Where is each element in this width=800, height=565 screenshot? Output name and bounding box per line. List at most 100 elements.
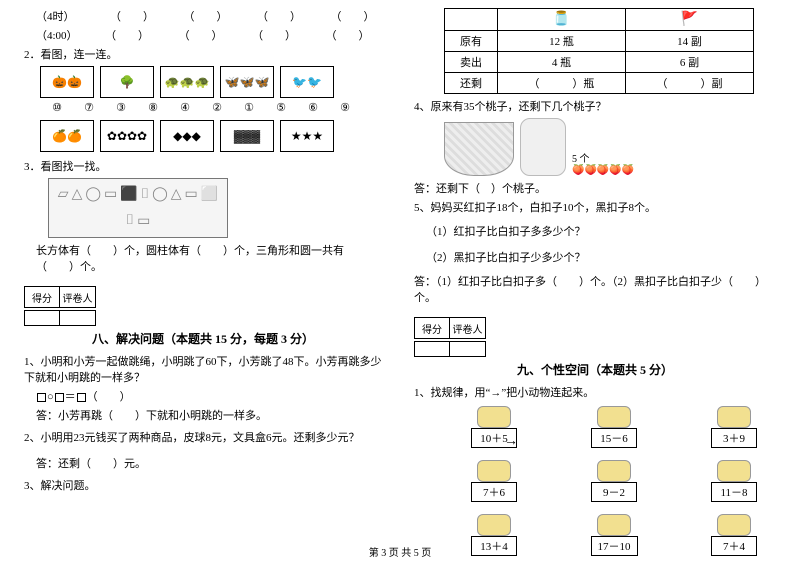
q2-top-row: 🎃🎃 🌳 🐢🐢🐢 🦋🦋🦋 🐦🐦 — [40, 66, 382, 98]
score-header: 得分 — [24, 286, 60, 308]
q4-picture: 5 个 🍑🍑🍑🍑🍑 — [444, 118, 776, 176]
q2-top-box: 🐦🐦 — [280, 66, 334, 98]
cell: （ ）副 — [625, 73, 753, 94]
expr-box: 3＋9 — [711, 428, 757, 448]
row-label: 卖出 — [445, 52, 498, 73]
table-row: 原有 12 瓶 14 副 — [445, 31, 754, 52]
score-header: 评卷人 — [60, 286, 96, 308]
table-row: 🫙 🚩 — [445, 9, 754, 31]
time-blank: （ ） — [331, 11, 375, 23]
animal-icon — [717, 460, 751, 482]
animal-icon — [717, 406, 751, 428]
q2-bottom-box: ★★★ — [280, 120, 334, 152]
q3-shapes-box: ▱ △ ◯ ▭ ⬛ ⌷ ◯ △ ▭ ⬜ ⌷ ▭ — [48, 178, 228, 238]
time-blank: （ ） — [326, 30, 370, 42]
row-label: 还剩 — [445, 73, 498, 94]
q5-ans: 答：（1）红扣子比白扣子多（ ）个。（2）黑扣子比白扣子少（ ）个。 — [414, 273, 776, 305]
animal-icon — [477, 460, 511, 482]
score-empty — [24, 310, 60, 326]
time-blank: （ ） — [184, 11, 228, 23]
expr-box: 11－8 — [711, 482, 757, 502]
q2-num: ④ — [174, 101, 196, 114]
page-footer: 第 3 页 共 5 页 — [0, 544, 800, 559]
inventory-table: 🫙 🚩 原有 12 瓶 14 副 卖出 4 瓶 6 副 还剩 （ ）瓶 （ ）副 — [444, 8, 754, 94]
time-label-2: （4:00） — [36, 30, 78, 42]
left-column: （4时） （ ） （ ） （ ） （ ） （4:00） （ ） （ ） （ ） … — [0, 0, 400, 540]
q8-2: 2、小明用23元钱买了两种商品，皮球8元，文具盒6元。还剩多少元？ — [24, 429, 382, 445]
time-blank: （ ） — [110, 11, 154, 23]
box-icon — [55, 393, 64, 402]
box-icon — [37, 393, 46, 402]
q2-number-row: ⑩ ⑦ ③ ⑧ ④ ② ① ⑤ ⑥ ⑨ — [46, 101, 382, 114]
score-empty — [414, 341, 450, 357]
ink-icon: 🫙 — [497, 9, 625, 31]
expr-cell: 9－2 — [564, 460, 664, 506]
q2-bottom-box: 🍊🍊 — [40, 120, 94, 152]
q2-num: ① — [238, 101, 260, 114]
q2-bottom-box: ▓▓▓ — [220, 120, 274, 152]
score-block: 得分 评卷人 — [414, 317, 776, 357]
time-row-1: （4时） （ ） （ ） （ ） （ ） — [24, 8, 382, 24]
shape-icon: ⌷ — [126, 213, 134, 229]
cell: 4 瓶 — [497, 52, 625, 73]
peach-group: 5 个 🍑🍑🍑🍑🍑 — [572, 150, 634, 176]
q5-sub2: （2）黑扣子比白扣子少多少个？ — [414, 249, 776, 265]
animal-icon — [477, 514, 511, 536]
table-row: 卖出 4 瓶 6 副 — [445, 52, 754, 73]
time-blank: （ ） — [105, 30, 149, 42]
right-column: 🫙 🚩 原有 12 瓶 14 副 卖出 4 瓶 6 副 还剩 （ ）瓶 （ ）副… — [400, 0, 800, 540]
q2-top-box: 🎃🎃 — [40, 66, 94, 98]
q2-num: ⑧ — [142, 101, 164, 114]
time-blank: （ ） — [252, 30, 296, 42]
q2-top-box: 🦋🦋🦋 — [220, 66, 274, 98]
q2-num: ⑩ — [46, 101, 68, 114]
q5-label: 5、妈妈买红扣子18个，白扣子10个，黑扣子8个。 — [414, 199, 776, 215]
time-blank: （ ） — [257, 11, 301, 23]
expr-box: 9－2 — [591, 482, 637, 502]
q8-3: 3、解决问题。 — [24, 477, 382, 493]
page: （4时） （ ） （ ） （ ） （ ） （4:00） （ ） （ ） （ ） … — [0, 0, 800, 540]
cell: （ ）瓶 — [497, 73, 625, 94]
score-block: 得分 评卷人 — [24, 286, 382, 326]
q2-label: 2．看图，连一连。 — [24, 46, 382, 62]
q2-top-box: 🐢🐢🐢 — [160, 66, 214, 98]
q2-top-box: 🌳 — [100, 66, 154, 98]
expr-box: 7＋6 — [471, 482, 517, 502]
section-9-title: 九、个性空间（本题共 5 分） — [414, 361, 776, 378]
shape-icon: ▭ — [104, 186, 117, 203]
monkey-icon — [520, 118, 566, 176]
cell: 14 副 — [625, 31, 753, 52]
q4-label: 4、原来有35个桃子，还剩下几个桃子？ — [414, 98, 776, 114]
q2-bottom-row: 🍊🍊 ✿✿✿✿ ◆◆◆ ▓▓▓ ★★★ — [40, 120, 382, 152]
shape-icon: △ — [171, 186, 182, 203]
shape-icon: ▱ — [58, 186, 69, 203]
q2-num: ⑨ — [334, 101, 356, 114]
score-empty — [450, 341, 486, 357]
q8-1-boxes: ○＝（ ） — [24, 388, 382, 404]
q5-sub1: （1）红扣子比白扣子多多少个？ — [414, 223, 776, 239]
animal-icon — [597, 406, 631, 428]
arrow-icon: → — [504, 434, 518, 450]
time-row-2: （4:00） （ ） （ ） （ ） （ ） — [24, 27, 382, 43]
shape-icon: ⬛ — [120, 186, 137, 203]
shape-icon: ⌷ — [141, 187, 149, 203]
section-8-title: 八、解决问题（本题共 15 分，每题 3 分） — [24, 330, 382, 347]
time-label-1: （4时） — [36, 11, 75, 23]
animal-icon — [597, 460, 631, 482]
q2-num: ⑥ — [302, 101, 324, 114]
q8-2-ans: 答：还剩（ ）元。 — [24, 455, 382, 471]
time-blank: （ ） — [179, 30, 223, 42]
table-header-blank — [445, 9, 498, 31]
peach-icons: 🍑🍑🍑🍑🍑 — [572, 165, 634, 176]
basket-icon — [444, 122, 514, 176]
shape-icon: ▭ — [137, 213, 150, 230]
q2-num: ③ — [110, 101, 132, 114]
expr-cell: 10＋5 → — [444, 406, 544, 452]
shape-icon: ◯ — [85, 186, 101, 203]
expr-cell: 3＋9 — [684, 406, 784, 452]
q2-num: ⑤ — [270, 101, 292, 114]
cell: 6 副 — [625, 52, 753, 73]
q2-bottom-box: ✿✿✿✿ — [100, 120, 154, 152]
q3-text: 长方体有（ ）个，圆柱体有（ ）个，三角形和圆一共有（ ）个。 — [24, 242, 382, 274]
table-row: 还剩 （ ）瓶 （ ）副 — [445, 73, 754, 94]
